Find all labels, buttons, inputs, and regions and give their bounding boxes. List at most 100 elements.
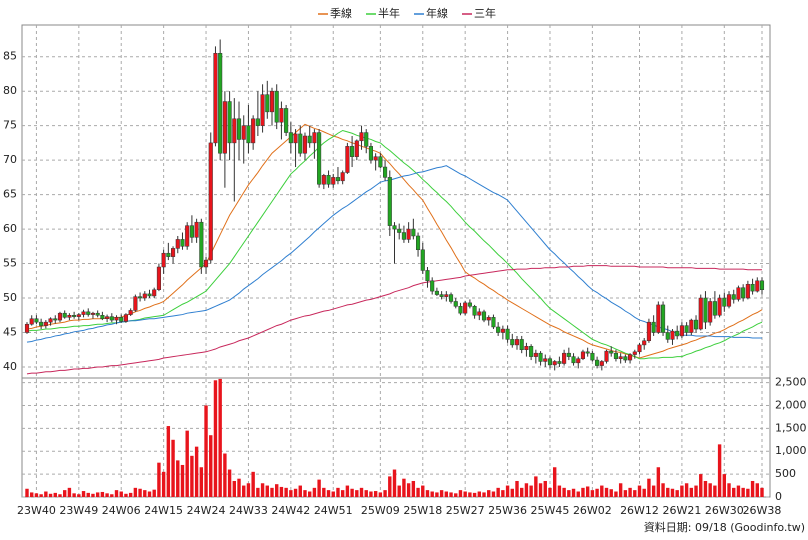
candle-body [298,133,303,154]
volume-bar [322,487,326,497]
candle-body [637,344,642,353]
candle-body [708,301,713,323]
candle-body [420,249,425,271]
candle-body [448,294,454,302]
volume-bar [143,490,147,497]
candle-body [661,304,666,333]
volume-bar [416,487,420,497]
candle-body [496,326,501,333]
volume-bar [675,490,679,497]
volume-bar [600,485,604,497]
volume-bar [548,487,552,497]
volume-bar [699,474,703,497]
x-tick-label: 24W42 [271,504,310,517]
candle-body [326,175,331,185]
candle-body [689,319,694,333]
volume-bar [30,492,34,497]
plot-frame [21,24,771,498]
volume-bar [444,491,449,497]
x-tick-label: 25W27 [446,504,485,517]
volume-bar [463,491,467,497]
y-tick-label: 2,500 [775,376,807,389]
volume-bar [331,491,335,497]
volume-bar [77,494,81,497]
candle-body [467,302,472,307]
candle-body [166,252,171,257]
volume-bar [209,435,213,497]
candle-body [378,156,383,168]
volume-bar [595,488,599,497]
legend-label: 三年 [474,6,496,20]
legend-label: 年線 [426,6,448,20]
candle-body [623,356,628,361]
candle-body [665,332,670,340]
y-tick-label: 75 [3,119,17,132]
candle-body [284,108,289,133]
candle-body [171,248,176,257]
volume-bar [364,490,368,497]
volume-bar [741,487,745,497]
candle-body [670,330,675,340]
candle-body [745,283,750,299]
volume-bar [110,494,114,497]
volume-bar [727,483,731,497]
volume-bar [190,455,194,497]
candle-body [72,315,77,317]
volume-bar [510,488,514,497]
candle-body [533,352,538,357]
volume-bar [48,493,53,497]
volume-bar [293,488,298,497]
volume-bar [298,485,302,497]
candle-body [119,317,124,322]
volume-bar [256,487,260,497]
volume-bar [114,490,119,497]
candle-body [95,312,100,316]
candle-body [203,259,209,268]
volume-bar [454,493,458,497]
candle-body [317,132,322,185]
x-tick-label: 24W33 [229,504,268,517]
candle-body [609,350,614,354]
volume-bar [284,487,288,497]
candle-body [90,312,96,315]
candle-body [656,304,661,333]
candle-body [731,294,736,300]
x-tick-label: 26W02 [573,504,612,517]
volume-bar [355,490,359,497]
volume-bar [755,483,759,497]
volume-bar [421,485,425,497]
candle-body [529,346,534,357]
candle-body [81,311,86,315]
candle-body [557,361,562,364]
candle-body [552,361,557,366]
candle-body [199,221,204,268]
candle-body [218,53,223,154]
candle-body [213,53,218,144]
candle-body [194,221,199,238]
candle-body [232,118,237,144]
candle-body [505,328,510,340]
volume-bar [232,480,237,497]
volume-bar [496,487,500,497]
candle-body [29,318,34,325]
volume-bar [303,490,307,497]
volume-bar [633,490,637,497]
volume-bar [482,492,486,497]
candle-body [411,228,416,237]
volume-bar [392,469,397,497]
volume-bar [383,490,387,497]
volume-bar [242,485,246,497]
volume-bar [656,467,661,497]
candle-body [147,293,152,297]
volume-bar [44,491,48,497]
volume-bar [100,491,105,497]
candle-body [439,294,444,297]
volume-bar [703,480,708,497]
candle-body [307,135,312,144]
candle-body [566,352,571,357]
candle-body [241,125,246,140]
y-tick-label: 65 [3,188,17,201]
y-tick-label: 2,000 [775,398,807,411]
candle-body [340,172,345,182]
candle-body [585,351,590,354]
